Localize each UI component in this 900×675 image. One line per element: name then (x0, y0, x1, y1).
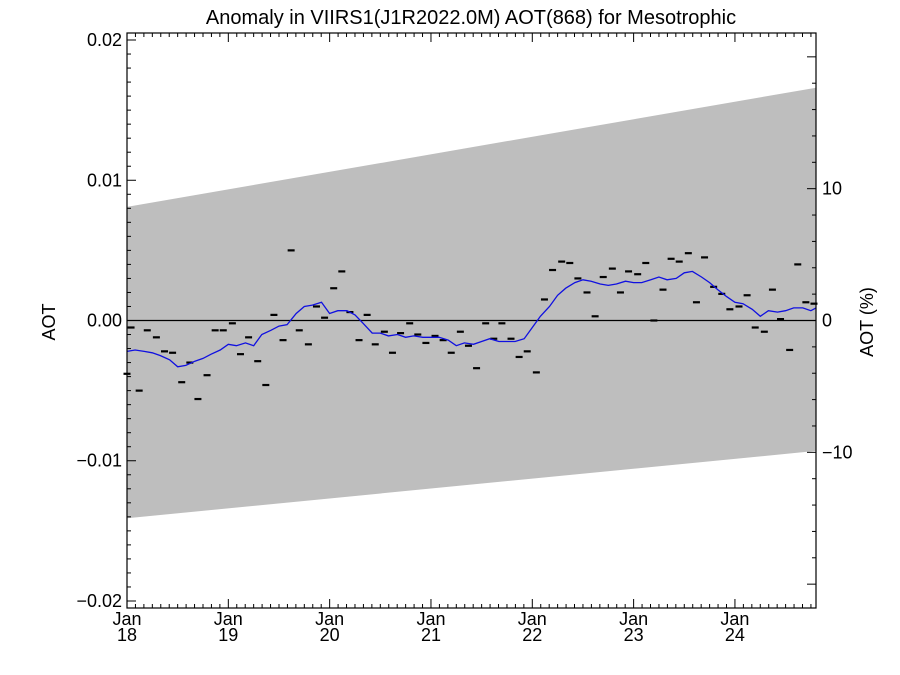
y2-axis-label: AOT (%) (857, 287, 877, 357)
y-axis-label: AOT (39, 303, 59, 340)
x-tick-month-4: Jan (518, 609, 547, 629)
uncertainty-band (127, 87, 816, 519)
x-tick-year-4: 22 (522, 625, 542, 645)
y-tick-label-2: 0.00 (87, 311, 122, 331)
x-tick-month-6: Jan (720, 609, 749, 629)
x-tick-year-1: 19 (218, 625, 238, 645)
y2-tick-label-0: 10 (822, 179, 842, 199)
y-tick-label-1: 0.01 (87, 170, 122, 190)
series-group (123, 249, 818, 401)
y2-tick-label-1: 0 (822, 311, 832, 331)
chart-title: Anomaly in VIIRS1(J1R2022.0M) AOT(868) f… (206, 7, 736, 29)
x-tick-month-1: Jan (214, 609, 243, 629)
x-tick-year-3: 21 (421, 625, 441, 645)
x-tick-year-6: 24 (725, 625, 745, 645)
y-tick-label-3: −0.01 (76, 451, 122, 471)
y-tick-label-4: −0.02 (76, 591, 122, 611)
x-tick-month-2: Jan (315, 609, 344, 629)
y2-tick-label-2: −10 (822, 442, 853, 462)
axes-group: 0.020.010.00−0.01−0.02100−10Jan18Jan19Ja… (76, 30, 852, 645)
x-tick-year-0: 18 (117, 625, 137, 645)
y-tick-label-0: 0.02 (87, 30, 122, 50)
x-tick-month-5: Jan (619, 609, 648, 629)
uncertainty-band-group (127, 87, 816, 519)
x-tick-year-5: 23 (624, 625, 644, 645)
x-tick-year-2: 20 (320, 625, 340, 645)
running-mean-line (126, 270, 817, 368)
x-tick-month-3: Jan (416, 609, 445, 629)
x-tick-month-0: Jan (112, 609, 141, 629)
